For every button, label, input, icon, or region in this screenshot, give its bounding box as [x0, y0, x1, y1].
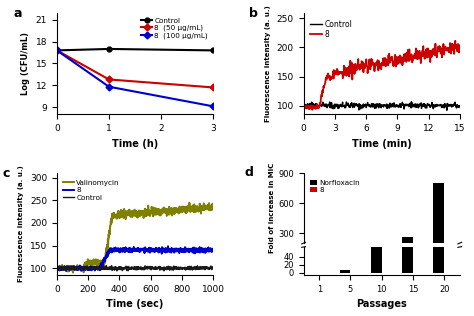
- Bar: [402, 238, 413, 263]
- 8: [179, 247, 184, 251]
- 8: [54, 266, 60, 270]
- Control: [327, 100, 333, 104]
- Bar: [402, 171, 413, 273]
- Control: [118, 265, 123, 269]
- Y-axis label: Log (CFU/mL): Log (CFU/mL): [21, 32, 30, 95]
- X-axis label: Time (h): Time (h): [112, 139, 158, 149]
- Bar: [319, 272, 330, 273]
- Valinomycin: [123, 215, 128, 219]
- Control: [409, 100, 414, 104]
- Control: [179, 265, 184, 269]
- Text: d: d: [244, 166, 253, 179]
- Line: 8  (50 μg/mL): 8 (50 μg/mL): [55, 48, 216, 90]
- 8  (50 μg/mL): [54, 48, 60, 52]
- 8: [301, 107, 307, 111]
- Valinomycin: [70, 271, 76, 275]
- Line: 8  (100 μg/mL): 8 (100 μg/mL): [55, 48, 216, 109]
- Control: [114, 269, 120, 273]
- Control: [103, 264, 109, 267]
- Text: a: a: [13, 7, 22, 20]
- X-axis label: Time (sec): Time (sec): [106, 299, 164, 309]
- 8  (100 μg/mL): [210, 104, 216, 108]
- Control: [414, 105, 420, 109]
- Line: 8: 8: [304, 41, 460, 110]
- Line: Control: Control: [55, 46, 216, 53]
- Line: Control: Control: [57, 265, 213, 271]
- Bar: [339, 270, 350, 273]
- Control: [210, 48, 216, 52]
- Bar: [308, 272, 319, 273]
- 8  (100 μg/mL): [54, 48, 60, 52]
- Legend: Valinomycin, 8, Control: Valinomycin, 8, Control: [61, 177, 123, 204]
- Y-axis label: Fold of increase in MIC: Fold of increase in MIC: [269, 163, 275, 253]
- Y-axis label: Fluorescence intensity (a. u.): Fluorescence intensity (a. u.): [18, 166, 24, 283]
- Text: b: b: [249, 7, 258, 20]
- Valinomycin: [210, 206, 216, 210]
- Line: Valinomycin: Valinomycin: [57, 203, 213, 273]
- Legend: Norfloxacin, 8: Norfloxacin, 8: [307, 177, 363, 196]
- Control: [389, 103, 394, 106]
- Legend: Control, 8: Control, 8: [308, 16, 355, 42]
- 8: [70, 266, 76, 270]
- Valinomycin: [54, 265, 60, 269]
- Control: [162, 265, 167, 269]
- Valinomycin: [118, 210, 123, 214]
- Legend: Control, 8  (50 μg/mL), 8  (100 μg/mL): Control, 8 (50 μg/mL), 8 (100 μg/mL): [140, 16, 210, 40]
- Bar: [413, 272, 424, 273]
- 8: [451, 49, 456, 52]
- X-axis label: Passages: Passages: [356, 299, 407, 309]
- 8: [455, 42, 461, 46]
- Control: [455, 105, 461, 108]
- 8: [457, 44, 463, 48]
- Valinomycin: [70, 266, 76, 270]
- 8: [210, 248, 216, 252]
- 8: [176, 249, 182, 253]
- Control: [444, 108, 450, 112]
- 8: [310, 108, 315, 112]
- Control: [457, 105, 463, 109]
- Control: [451, 103, 457, 107]
- 8: [414, 49, 420, 52]
- 8: [389, 55, 395, 59]
- 8  (50 μg/mL): [210, 86, 216, 89]
- 8  (100 μg/mL): [106, 85, 112, 88]
- 8: [63, 269, 69, 273]
- Valinomycin: [176, 208, 182, 211]
- 8: [452, 39, 458, 43]
- Line: 8: 8: [57, 246, 213, 271]
- Bar: [382, 272, 392, 273]
- Control: [54, 265, 60, 269]
- Bar: [339, 262, 350, 263]
- Control: [54, 48, 60, 52]
- 8: [327, 78, 333, 82]
- Bar: [371, 257, 382, 263]
- 8: [118, 248, 123, 252]
- Control: [123, 264, 129, 268]
- 8: [123, 248, 128, 252]
- Control: [70, 266, 76, 270]
- 8: [165, 244, 171, 248]
- Bar: [433, 0, 444, 273]
- Bar: [433, 183, 444, 263]
- Control: [210, 267, 216, 270]
- Y-axis label: Fluorescence intensity (a. u.): Fluorescence intensity (a. u.): [265, 5, 271, 122]
- Valinomycin: [179, 209, 184, 213]
- Control: [176, 267, 182, 271]
- 8  (50 μg/mL): [106, 77, 112, 81]
- 8: [162, 249, 167, 253]
- Line: Control: Control: [304, 102, 460, 110]
- Valinomycin: [187, 201, 192, 204]
- X-axis label: Time (min): Time (min): [352, 139, 411, 149]
- Bar: [371, 247, 382, 273]
- Valinomycin: [162, 210, 167, 214]
- 8: [319, 93, 324, 97]
- Control: [106, 47, 112, 51]
- Text: c: c: [2, 167, 9, 180]
- Control: [318, 104, 324, 107]
- Bar: [444, 272, 455, 273]
- Bar: [350, 272, 361, 273]
- Control: [301, 102, 307, 106]
